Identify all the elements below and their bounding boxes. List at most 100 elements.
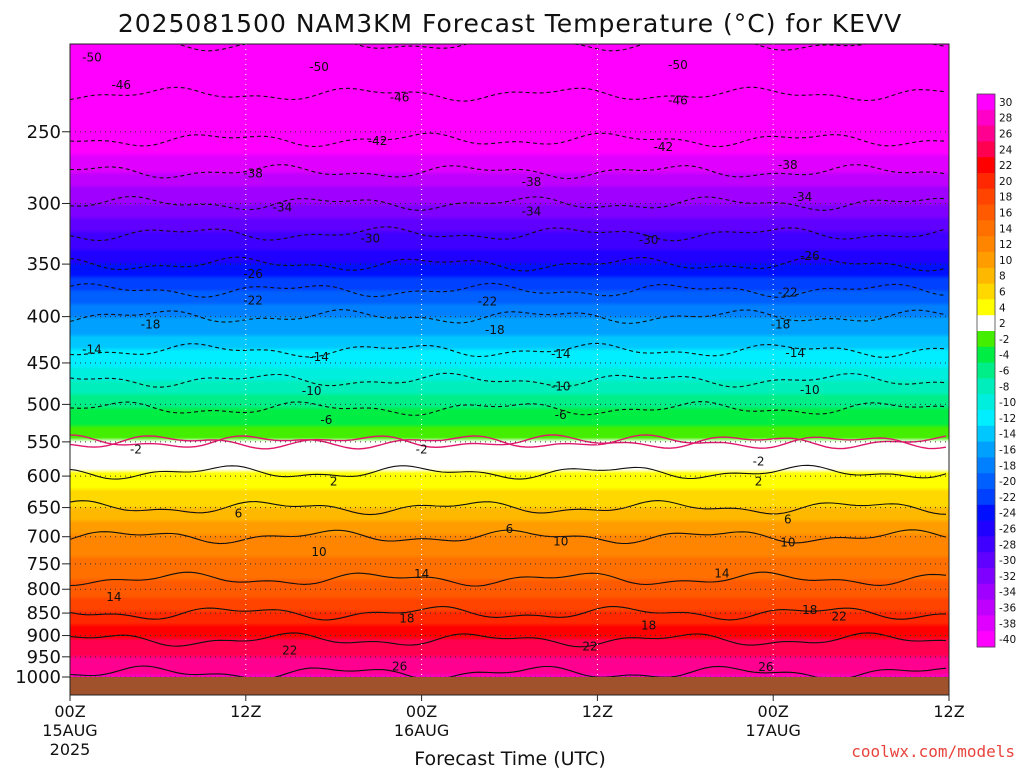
contour-label: 26	[392, 660, 407, 674]
contour-label: -46	[668, 94, 688, 108]
colorbar-label: -24	[999, 508, 1016, 520]
y-tick-label: 250	[27, 122, 61, 143]
colorbar-swatch	[977, 204, 995, 221]
contour-label: -22	[243, 294, 263, 308]
contour-label: -26	[243, 267, 263, 281]
colorbar-label: 4	[999, 302, 1006, 314]
pressure-axis: 2503003504004505005506006507007508008509…	[15, 122, 70, 688]
y-tick-label: 300	[27, 193, 61, 214]
colorbar-swatch	[977, 220, 995, 237]
colorbar-swatch	[977, 188, 995, 206]
x-tick-label: 12Z	[933, 702, 964, 721]
colorbar-swatch	[977, 283, 995, 300]
colorbar-label: -30	[999, 555, 1016, 567]
colorbar-label: -34	[999, 587, 1016, 599]
contour-label: 14	[714, 567, 729, 581]
contour-label: -46	[111, 78, 131, 92]
contour-label: -26	[800, 249, 820, 263]
colorbar-label: 28	[999, 113, 1012, 125]
contour-label: -22	[778, 285, 798, 299]
colorbar-swatch	[977, 94, 995, 111]
contour-label: -50	[309, 60, 329, 74]
x-tick-date: 17AUG	[745, 721, 800, 740]
colorbar-swatch	[977, 236, 995, 253]
contour-label: -30	[639, 233, 659, 247]
contour-label: -34	[793, 190, 813, 204]
colorbar-label: 8	[999, 271, 1006, 283]
isotherm-line	[70, 500, 947, 516]
colorbar-swatch	[977, 599, 995, 616]
x-tick-label: 00Z	[54, 702, 85, 721]
contour-label: 18	[802, 603, 817, 617]
colorbar-label: -22	[999, 492, 1016, 504]
colorbar-swatch	[977, 378, 995, 395]
colorbar-label: 20	[999, 176, 1012, 188]
contour-label: 18	[641, 618, 656, 632]
colorbar-swatch	[977, 631, 995, 648]
colorbar-swatch	[977, 410, 995, 427]
x-tick-date: 16AUG	[394, 721, 449, 740]
contour-label: -38	[778, 158, 798, 172]
grid-lines	[70, 44, 949, 677]
colorbar-swatch	[977, 157, 995, 174]
isotherm-line	[70, 195, 947, 211]
credit-link[interactable]: coolwx.com/models	[851, 742, 1015, 761]
colorbar-label: -40	[999, 634, 1016, 646]
chart-title: 2025081500 NAM3KM Forecast Temperature (…	[118, 9, 902, 38]
isotherm-contours	[70, 44, 947, 677]
x-tick-label: 00Z	[406, 702, 437, 721]
x-tick-year: 2025	[50, 740, 91, 759]
colorbar-label: -32	[999, 571, 1016, 583]
contour-label: 10	[311, 545, 326, 559]
contour-label: -14	[309, 350, 329, 364]
x-tick-label: 12Z	[582, 702, 613, 721]
contour-labels: -50 -50 -50 -46 -46 -46 -42 -42 -38 -38 -38 -34 -34 -…	[82, 51, 847, 675]
colorbar-swatch	[977, 489, 995, 506]
colorbar-legend: 30 28 26 24 22 20 18 16 14 12 10 8 6 4 2 -2 -4 -6 -8 -10 -12…	[976, 93, 1016, 648]
contour-label: 14	[414, 567, 429, 581]
contour-label: -38	[243, 167, 263, 181]
y-tick-label: 850	[27, 603, 61, 624]
colorbar-label: -26	[999, 524, 1016, 536]
y-tick-label: 550	[27, 432, 61, 453]
isotherm-line	[70, 665, 947, 677]
y-tick-label: 1000	[15, 667, 61, 688]
contour-label: 6	[506, 522, 514, 536]
contour-label: -2	[130, 443, 142, 457]
contour-label: -50	[668, 58, 688, 72]
colorbar-swatch	[977, 331, 995, 348]
contour-label: -14	[551, 347, 571, 361]
contour-label: -42	[368, 134, 388, 148]
isotherm-line	[70, 605, 947, 621]
x-tick-date: 15AUG	[42, 721, 97, 740]
isotherm-line	[70, 571, 947, 587]
y-tick-label: 950	[27, 647, 61, 668]
colorbar-swatch	[977, 394, 995, 411]
colorbar-swatch	[977, 441, 995, 458]
ground-strip	[70, 677, 949, 695]
isotherm-line	[70, 632, 947, 648]
contour-label: -22	[478, 295, 498, 309]
colorbar-swatch	[977, 504, 995, 522]
contour-label: 10	[553, 535, 568, 549]
colorbar-swatch	[977, 252, 995, 269]
contour-label: 22	[282, 644, 297, 658]
colorbar-label: -38	[999, 618, 1016, 630]
y-tick-label: 700	[27, 527, 61, 548]
colorbar-label: 18	[999, 192, 1012, 204]
isotherm-line	[70, 86, 947, 102]
y-tick-label: 750	[27, 554, 61, 575]
colorbar-swatch	[977, 615, 995, 632]
colorbar-label: -10	[999, 397, 1016, 409]
isotherm-line	[70, 164, 947, 180]
contour-label: -10	[302, 384, 322, 398]
contour-label: -38	[522, 175, 542, 189]
colorbar-label: -12	[999, 413, 1016, 425]
contour-label: -34	[522, 204, 542, 218]
y-tick-label: 350	[27, 254, 61, 275]
colorbar-label: 16	[999, 208, 1013, 220]
colorbar-label: 2	[999, 318, 1006, 330]
colorbar-swatch	[977, 125, 995, 142]
colorbar-label: -20	[999, 476, 1016, 488]
